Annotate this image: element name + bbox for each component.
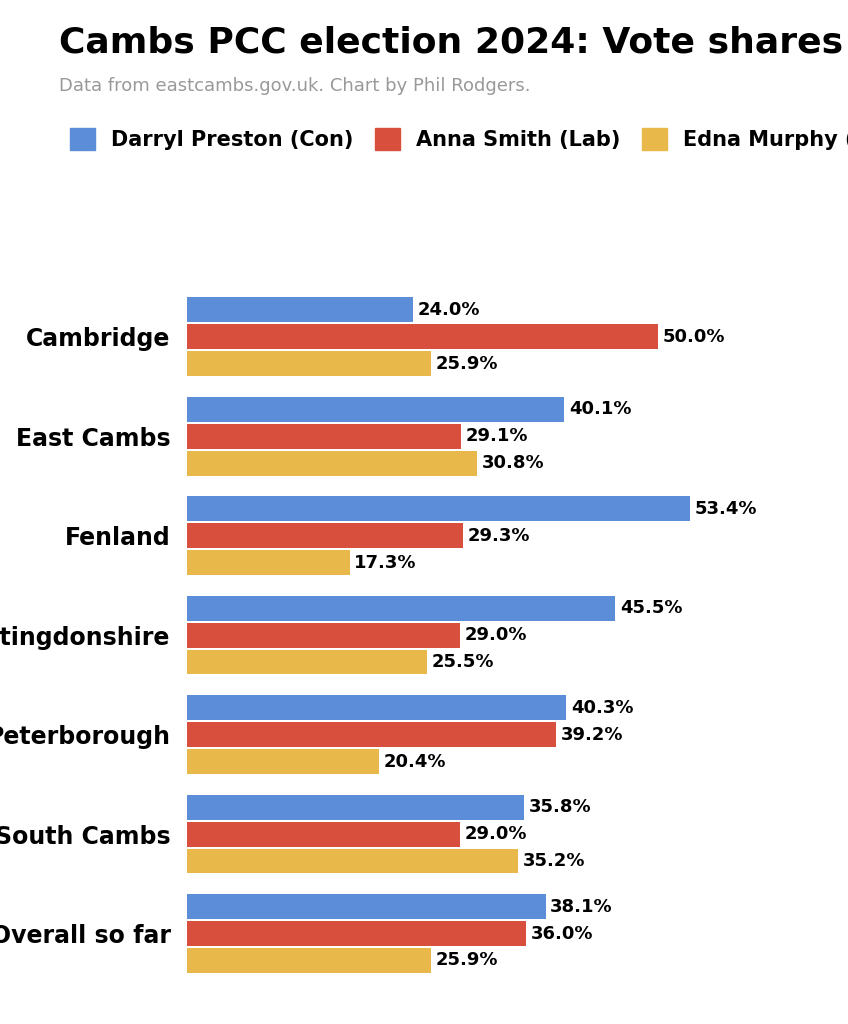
Text: 40.1%: 40.1% xyxy=(569,400,632,419)
Text: 17.3%: 17.3% xyxy=(354,554,416,571)
Bar xyxy=(187,623,460,647)
Text: 29.1%: 29.1% xyxy=(466,427,528,445)
Bar xyxy=(187,550,349,575)
Text: 35.8%: 35.8% xyxy=(528,799,591,816)
Text: 25.9%: 25.9% xyxy=(435,354,498,373)
Text: 20.4%: 20.4% xyxy=(383,753,446,770)
Text: 25.5%: 25.5% xyxy=(432,653,494,671)
Bar xyxy=(187,894,545,920)
Text: 30.8%: 30.8% xyxy=(482,454,544,472)
Text: Data from eastcambs.gov.uk. Chart by Phil Rodgers.: Data from eastcambs.gov.uk. Chart by Phi… xyxy=(59,77,531,95)
Bar xyxy=(187,351,431,376)
Bar xyxy=(187,821,460,847)
Bar xyxy=(187,849,518,873)
Text: 29.3%: 29.3% xyxy=(467,526,530,545)
Bar xyxy=(187,297,413,323)
Bar xyxy=(187,596,616,621)
Bar xyxy=(187,922,526,946)
Bar xyxy=(187,722,556,748)
Text: 35.2%: 35.2% xyxy=(523,852,585,870)
Bar xyxy=(187,325,658,349)
Bar xyxy=(187,695,566,720)
Text: 40.3%: 40.3% xyxy=(571,698,633,717)
Bar xyxy=(187,649,427,675)
Bar xyxy=(187,451,477,475)
Text: 50.0%: 50.0% xyxy=(662,328,725,346)
Bar xyxy=(187,424,460,449)
Text: 45.5%: 45.5% xyxy=(620,599,683,617)
Text: 29.0%: 29.0% xyxy=(465,825,527,843)
Bar xyxy=(187,795,524,819)
Bar xyxy=(187,397,565,422)
Bar xyxy=(187,948,431,973)
Text: 36.0%: 36.0% xyxy=(531,925,593,943)
Text: 29.0%: 29.0% xyxy=(465,626,527,644)
Bar xyxy=(187,750,379,774)
Text: 53.4%: 53.4% xyxy=(695,500,757,518)
Text: 25.9%: 25.9% xyxy=(435,951,498,970)
Text: 38.1%: 38.1% xyxy=(550,898,613,915)
Text: 24.0%: 24.0% xyxy=(417,301,480,318)
Bar xyxy=(187,497,689,521)
Text: 39.2%: 39.2% xyxy=(561,726,623,743)
Bar xyxy=(187,523,463,548)
Text: Cambs PCC election 2024: Vote shares by district: Cambs PCC election 2024: Vote shares by … xyxy=(59,26,848,59)
Legend: Darryl Preston (Con), Anna Smith (Lab), Edna Murphy (Lib Dem): Darryl Preston (Con), Anna Smith (Lab), … xyxy=(70,128,848,150)
